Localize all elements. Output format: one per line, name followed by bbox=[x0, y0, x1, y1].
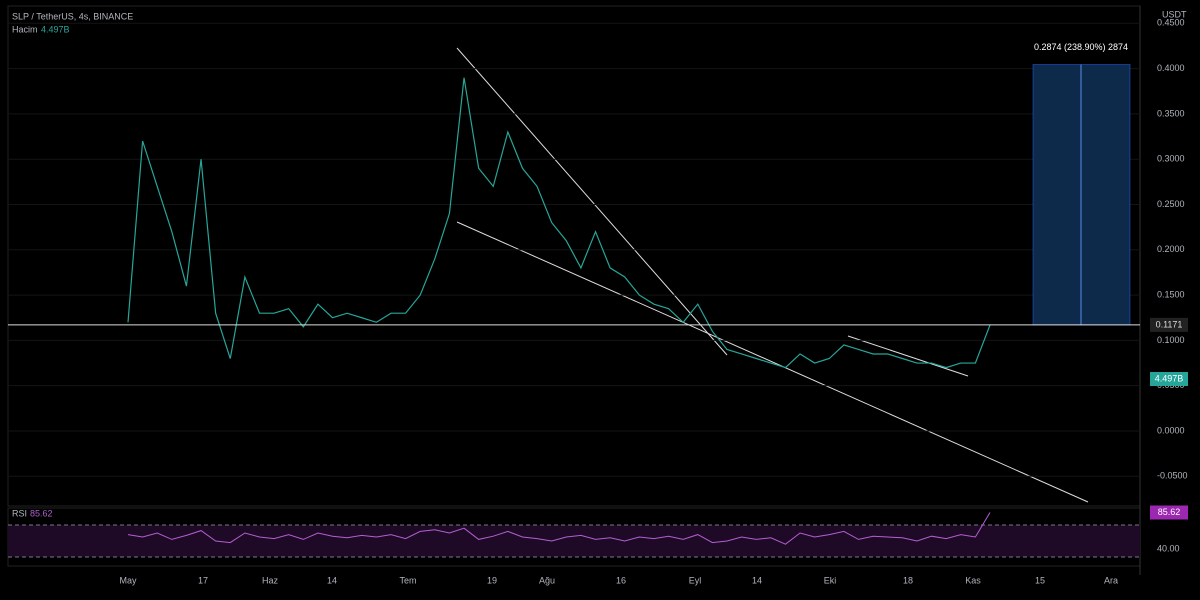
last-price-text: 0.1171 bbox=[1156, 319, 1183, 329]
rsi-band bbox=[8, 525, 1140, 557]
trend-line bbox=[456, 47, 728, 356]
y-tick-label: 0.4000 bbox=[1157, 63, 1185, 73]
unit: USDT bbox=[1162, 9, 1187, 19]
measure-label: 0.2874 (238.90%) 2874 bbox=[1034, 42, 1128, 52]
rsi-label: RSI bbox=[12, 508, 27, 518]
x-tick-label: May bbox=[119, 575, 137, 585]
y-tick-label: 0.0000 bbox=[1157, 425, 1185, 435]
x-tick-label: 14 bbox=[752, 575, 762, 585]
volume-value: 4.497B bbox=[41, 24, 70, 34]
volume-label: Hacim bbox=[12, 24, 38, 34]
x-tick-label: Ağu bbox=[539, 575, 555, 585]
x-tick-label: Tem bbox=[399, 575, 416, 585]
x-tick-label: Haz bbox=[262, 575, 279, 585]
y-tick-label: 0.3500 bbox=[1157, 108, 1185, 118]
x-tick-label: Kas bbox=[965, 575, 981, 585]
x-tick-label: Ara bbox=[1104, 575, 1118, 585]
x-tick-label: Eki bbox=[824, 575, 837, 585]
y-tick-label: 0.2500 bbox=[1157, 199, 1185, 209]
rsi-line bbox=[127, 512, 991, 545]
y-tick-label: 0.1500 bbox=[1157, 289, 1185, 299]
x-tick-label: 19 bbox=[487, 575, 497, 585]
y-tick-label: 0.4500 bbox=[1157, 18, 1185, 28]
last-price-tag bbox=[1150, 317, 1188, 332]
volume-tag bbox=[1150, 372, 1188, 386]
trend-line bbox=[456, 221, 1089, 503]
x-tick-label: 18 bbox=[903, 575, 913, 585]
rsi-tag-text: 85.62 bbox=[1158, 507, 1181, 517]
x-tick-label: 14 bbox=[327, 575, 337, 585]
trend-line bbox=[847, 335, 969, 377]
x-tick-label: Eyl bbox=[689, 575, 702, 585]
rsi-tag bbox=[1150, 505, 1188, 520]
x-tick-label: 16 bbox=[616, 575, 626, 585]
y-tick-label: 0.3000 bbox=[1157, 154, 1185, 164]
x-tick-label: 17 bbox=[198, 575, 208, 585]
x-tick-label: 15 bbox=[1035, 575, 1045, 585]
rsi-value: 85.62 bbox=[30, 508, 53, 518]
volume-tag-text: 4.497B bbox=[1155, 373, 1184, 383]
price-line bbox=[127, 77, 991, 369]
symbol: SLP / TetherUS, 4s, BINANCE bbox=[12, 11, 133, 21]
y-tick-label: 0.1000 bbox=[1157, 335, 1185, 345]
rsi-tick-label: 40.00 bbox=[1157, 543, 1180, 553]
y-tick-label: 0.2000 bbox=[1157, 244, 1185, 254]
y-tick-label: -0.0500 bbox=[1157, 471, 1188, 481]
